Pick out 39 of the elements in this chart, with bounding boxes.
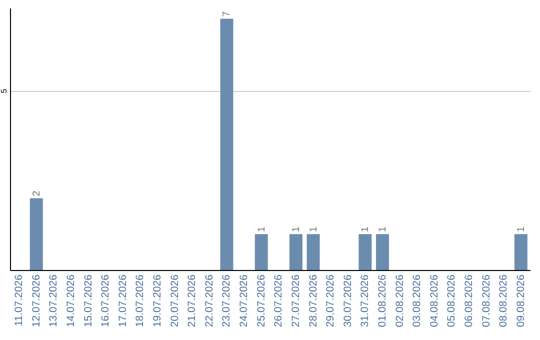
x-tick-label: 14.07.2026	[65, 274, 77, 328]
y-tick-label: 5	[0, 88, 8, 94]
data-label: 1	[360, 226, 372, 232]
x-tick-label: 27.07.2026	[290, 274, 302, 328]
x-tick-label: 30.07.2026	[342, 274, 354, 328]
x-tick-label: 01.08.2026	[376, 274, 388, 328]
x-tick-label: 09.08.2026	[514, 274, 527, 328]
data-label: 1	[308, 226, 320, 232]
x-tick-label: 16.07.2026	[100, 274, 112, 328]
x-tick-label: 25.07.2026	[255, 274, 268, 328]
x-tick-label: 17.07.2026	[116, 274, 129, 328]
x-tick-label: 12.07.2026	[30, 274, 42, 328]
data-label: 1	[290, 226, 302, 232]
x-tick-label: 03.08.2026	[411, 274, 424, 328]
x-tick-label: 19.07.2026	[152, 274, 164, 328]
data-label: 1	[516, 226, 527, 232]
x-tick-label: 22.07.2026	[203, 274, 216, 328]
data-label: 2	[31, 190, 42, 196]
x-tick-label: 31.07.2026	[359, 274, 372, 328]
x-tick-label: 24.07.2026	[238, 274, 250, 328]
data-label: 1	[377, 226, 388, 232]
data-label: 7	[222, 10, 233, 17]
x-tick-label: 29.07.2026	[324, 274, 337, 328]
x-tick-label: 05.08.2026	[446, 274, 458, 328]
x-tick-label: 02.08.2026	[394, 274, 406, 328]
x-tick-label: 04.08.2026	[428, 274, 440, 328]
data-label: 1	[256, 226, 268, 232]
x-tick-label: 21.07.2026	[186, 274, 198, 328]
x-tick-label: 15.07.2026	[82, 274, 94, 328]
x-tick-label: 07.08.2026	[480, 274, 492, 328]
x-tick-label: 28.07.2026	[307, 274, 320, 328]
x-tick-label: 20.07.2026	[168, 274, 181, 328]
x-tick-label: 26.07.2026	[272, 274, 285, 328]
x-tick-label: 18.07.2026	[134, 274, 146, 328]
x-tick-label: 23.07.2026	[220, 274, 233, 328]
x-tick-label: 11.07.2026	[13, 274, 26, 326]
x-tick-label: 08.08.2026	[498, 274, 510, 328]
x-tick-label: 06.08.2026	[463, 274, 475, 328]
x-tick-label: 13.07.2026	[48, 274, 60, 328]
